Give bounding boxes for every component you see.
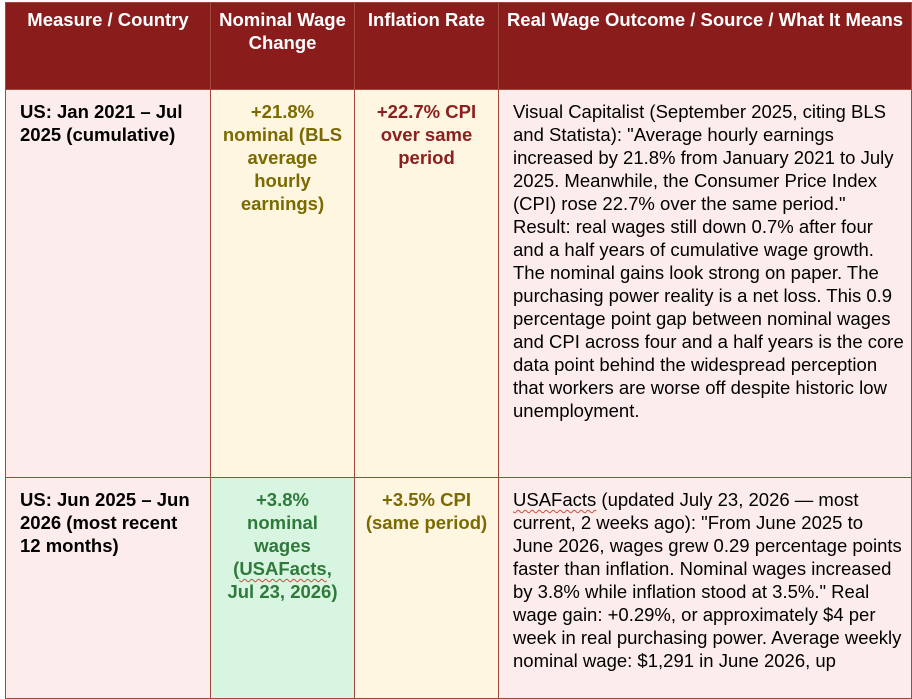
header-row: Measure / Country Nominal Wage Change In… [5,2,912,90]
wage-lead-text: +3.8% nominal wages ( [233,489,318,579]
row-measure: US: Jun 2025 – Jun 2026 (most recent 12 … [5,477,211,699]
row-outcome: Visual Capitalist (September 2025, citin… [498,89,912,478]
table-row: US: Jun 2025 – Jun 2026 (most recent 12 … [5,477,912,699]
row-outcome: USAFacts (updated July 23, 2026 — most c… [498,477,912,699]
header-nominal-wage: Nominal Wage Change [210,2,355,90]
wage-source-text: USAFacts [239,558,327,579]
row-inflation: +3.5% CPI (same period) [354,477,499,699]
row-inflation: +22.7% CPI over same period [354,89,499,478]
table-row: US: Jan 2021 – Jul 2025 (cumulative) +21… [5,89,912,478]
outcome-rest-text: (updated July 23, 2026 — most current, 2… [513,489,902,671]
header-outcome: Real Wage Outcome / Source / What It Mea… [498,2,912,90]
row-measure: US: Jan 2021 – Jul 2025 (cumulative) [5,89,211,478]
wage-comparison-table: Measure / Country Nominal Wage Change In… [5,2,912,699]
row-nominal-wage: +21.8% nominal (BLS average hourly earni… [210,89,355,478]
row-nominal-wage: +3.8% nominal wages (USAFacts, Jul 23, 2… [210,477,355,699]
wage-tail-text: , Jul 23, 2026) [227,558,338,602]
outcome-source-text: USAFacts [513,489,597,510]
header-inflation: Inflation Rate [354,2,499,90]
header-measure: Measure / Country [5,2,211,90]
